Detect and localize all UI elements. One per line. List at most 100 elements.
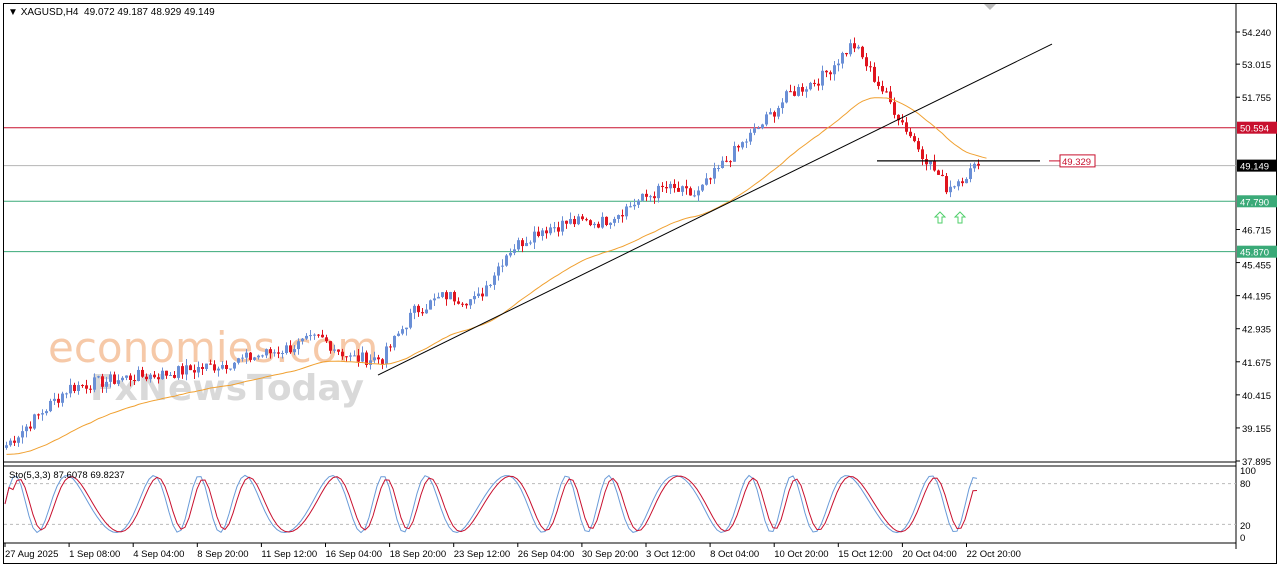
bear-candle	[829, 72, 832, 75]
bull-candle	[489, 284, 492, 286]
bear-candle	[685, 186, 688, 189]
bear-candle	[917, 141, 920, 150]
bull-candle	[77, 385, 80, 391]
bear-candle	[37, 414, 40, 416]
level-price-tag	[1237, 245, 1277, 258]
bear-candle	[885, 91, 888, 93]
bull-candle	[973, 163, 976, 169]
bull-candle	[273, 352, 276, 354]
chart-header: ▼ XAGUSD,H4 49.072 49.187 48.929 49.149	[8, 7, 215, 18]
y-tick-label: 51.755	[1242, 93, 1271, 104]
bull-candle	[333, 349, 336, 351]
bull-candle	[721, 160, 724, 168]
bull-candle	[809, 82, 812, 90]
bear-candle	[73, 384, 76, 391]
bull-candle	[361, 352, 364, 362]
bear-candle	[57, 398, 60, 403]
y-tick-label: 42.935	[1242, 325, 1271, 336]
bull-candle	[125, 375, 128, 378]
x-tick-label: 8 Oct 04:00	[710, 549, 759, 560]
bull-candle	[637, 200, 640, 205]
bull-candle	[25, 426, 28, 432]
bull-candle	[65, 393, 68, 395]
dropdown-triangle-icon[interactable]: ▼	[8, 7, 18, 18]
stochastic-main-line	[4, 474, 978, 534]
bear-candle	[89, 388, 92, 390]
bull-candle	[169, 375, 172, 377]
x-tick-label: 15 Oct 12:00	[838, 549, 892, 560]
bear-candle	[545, 230, 548, 234]
x-tick-label: 22 Oct 20:00	[967, 549, 1021, 560]
bear-candle	[389, 346, 392, 348]
bull-candle	[633, 204, 636, 207]
bear-candle	[317, 334, 320, 336]
bull-candle	[425, 309, 428, 314]
bear-candle	[621, 215, 624, 217]
bull-candle	[509, 252, 512, 256]
bear-candle	[85, 385, 88, 389]
bear-candle	[213, 364, 216, 371]
bear-candle	[325, 337, 328, 342]
bull-candle	[281, 353, 284, 355]
level-price-tag	[1237, 195, 1277, 208]
bull-candle	[469, 299, 472, 306]
bull-candle	[93, 377, 96, 390]
bear-candle	[897, 114, 900, 121]
bear-candle	[573, 218, 576, 225]
bear-candle	[689, 188, 692, 196]
bear-candle	[521, 240, 524, 247]
annotation-price-box	[1059, 154, 1096, 168]
bear-candle	[605, 216, 608, 226]
bull-candle	[409, 312, 412, 328]
y-tick-label: 54.240	[1242, 28, 1271, 39]
x-tick-label: 1 Sep 08:00	[69, 549, 120, 560]
bear-candle	[537, 231, 540, 237]
bull-candle	[533, 231, 536, 243]
bear-candle	[665, 187, 668, 189]
bull-candle	[53, 398, 56, 401]
x-tick-label: 18 Sep 20:00	[390, 549, 447, 560]
stoch-axis-label: 20	[1240, 521, 1251, 532]
bull-candle	[137, 369, 140, 381]
bear-candle	[141, 369, 144, 377]
bull-candle	[241, 357, 244, 359]
bear-candle	[977, 163, 980, 166]
x-tick-label: 27 Aug 2025	[5, 549, 58, 560]
bull-candle	[697, 190, 700, 196]
bull-candle	[385, 346, 388, 364]
bull-candle	[617, 215, 620, 219]
bear-candle	[817, 83, 820, 86]
y-tick-label: 40.415	[1242, 391, 1271, 402]
bull-candle	[705, 178, 708, 185]
bull-candle	[353, 355, 356, 357]
stoch-axis-label: 0	[1240, 533, 1245, 544]
ohlc-values: 49.072 49.187 48.929 49.149	[84, 7, 215, 18]
bear-candle	[925, 159, 928, 165]
bull-candle	[821, 70, 824, 86]
bull-candle	[297, 341, 300, 350]
candles	[5, 37, 980, 450]
bear-candle	[461, 303, 464, 305]
bear-candle	[909, 131, 912, 137]
bull-candle	[561, 220, 564, 232]
bull-candle	[805, 89, 808, 92]
bear-candle	[865, 57, 868, 67]
bear-candle	[321, 334, 324, 338]
bear-candle	[421, 312, 424, 314]
bull-candle	[517, 240, 520, 250]
bull-candle	[733, 145, 736, 162]
x-tick-label: 30 Sep 20:00	[582, 549, 639, 560]
bull-candle	[397, 333, 400, 336]
bull-candle	[777, 108, 780, 117]
bull-candle	[609, 222, 612, 226]
bull-candle	[841, 52, 844, 64]
x-tick-label: 11 Sep 12:00	[261, 549, 317, 560]
bull-candle	[393, 335, 396, 348]
annotation-price-label: 49.329	[1062, 157, 1091, 168]
watermark-economies: economies.com	[48, 323, 378, 372]
bull-candle	[177, 366, 180, 378]
bull-candle	[497, 266, 500, 276]
bull-candle	[669, 183, 672, 189]
y-tick-label: 37.895	[1242, 457, 1271, 468]
